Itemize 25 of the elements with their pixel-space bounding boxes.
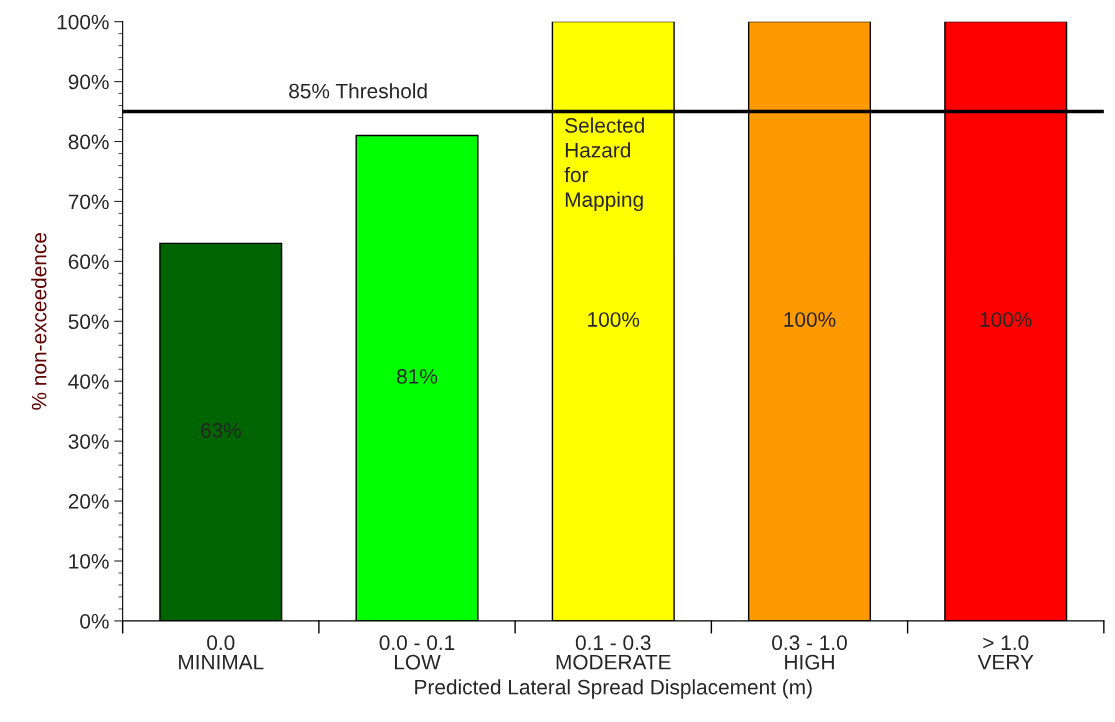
x-tick-label: > 1.0 VERY <box>977 635 1034 670</box>
x-tick-label: 0.3 - 1.0 HIGH <box>772 635 847 670</box>
data-label: 100% <box>784 312 836 327</box>
x-tick-label: 0.0 - 0.1 LOW <box>379 635 455 670</box>
data-label: 100% <box>588 312 640 327</box>
y-tick-label: 40% <box>68 374 109 389</box>
y-tick-label: 80% <box>68 134 109 150</box>
y-axis-title: % non-exceedence <box>31 233 47 410</box>
data-label: 81% <box>397 369 438 384</box>
y-tick-label: 20% <box>68 494 109 509</box>
y-tick-label: 100% <box>57 14 109 30</box>
data-label: 63% <box>200 422 241 438</box>
x-axis-title: Predicted Lateral Spread Displacement (m) <box>415 679 812 699</box>
ref-line-label: 85% Threshold <box>289 83 427 99</box>
data-label: 100% <box>980 312 1032 327</box>
annotation: Selected Hazard for Mapping <box>564 117 644 212</box>
y-tick-label: 90% <box>68 74 109 90</box>
x-tick-label: 0.0 MINIMAL <box>179 635 264 670</box>
y-tick-label: 0% <box>80 613 109 629</box>
y-tick-label: 30% <box>68 434 109 449</box>
y-tick-label: 50% <box>68 314 109 330</box>
x-tick-label: 0.1 - 0.3 MODERATE <box>556 635 671 670</box>
y-tick-label: 70% <box>68 194 109 210</box>
y-tick-label: 10% <box>69 554 109 569</box>
y-tick-label: 60% <box>68 254 109 270</box>
